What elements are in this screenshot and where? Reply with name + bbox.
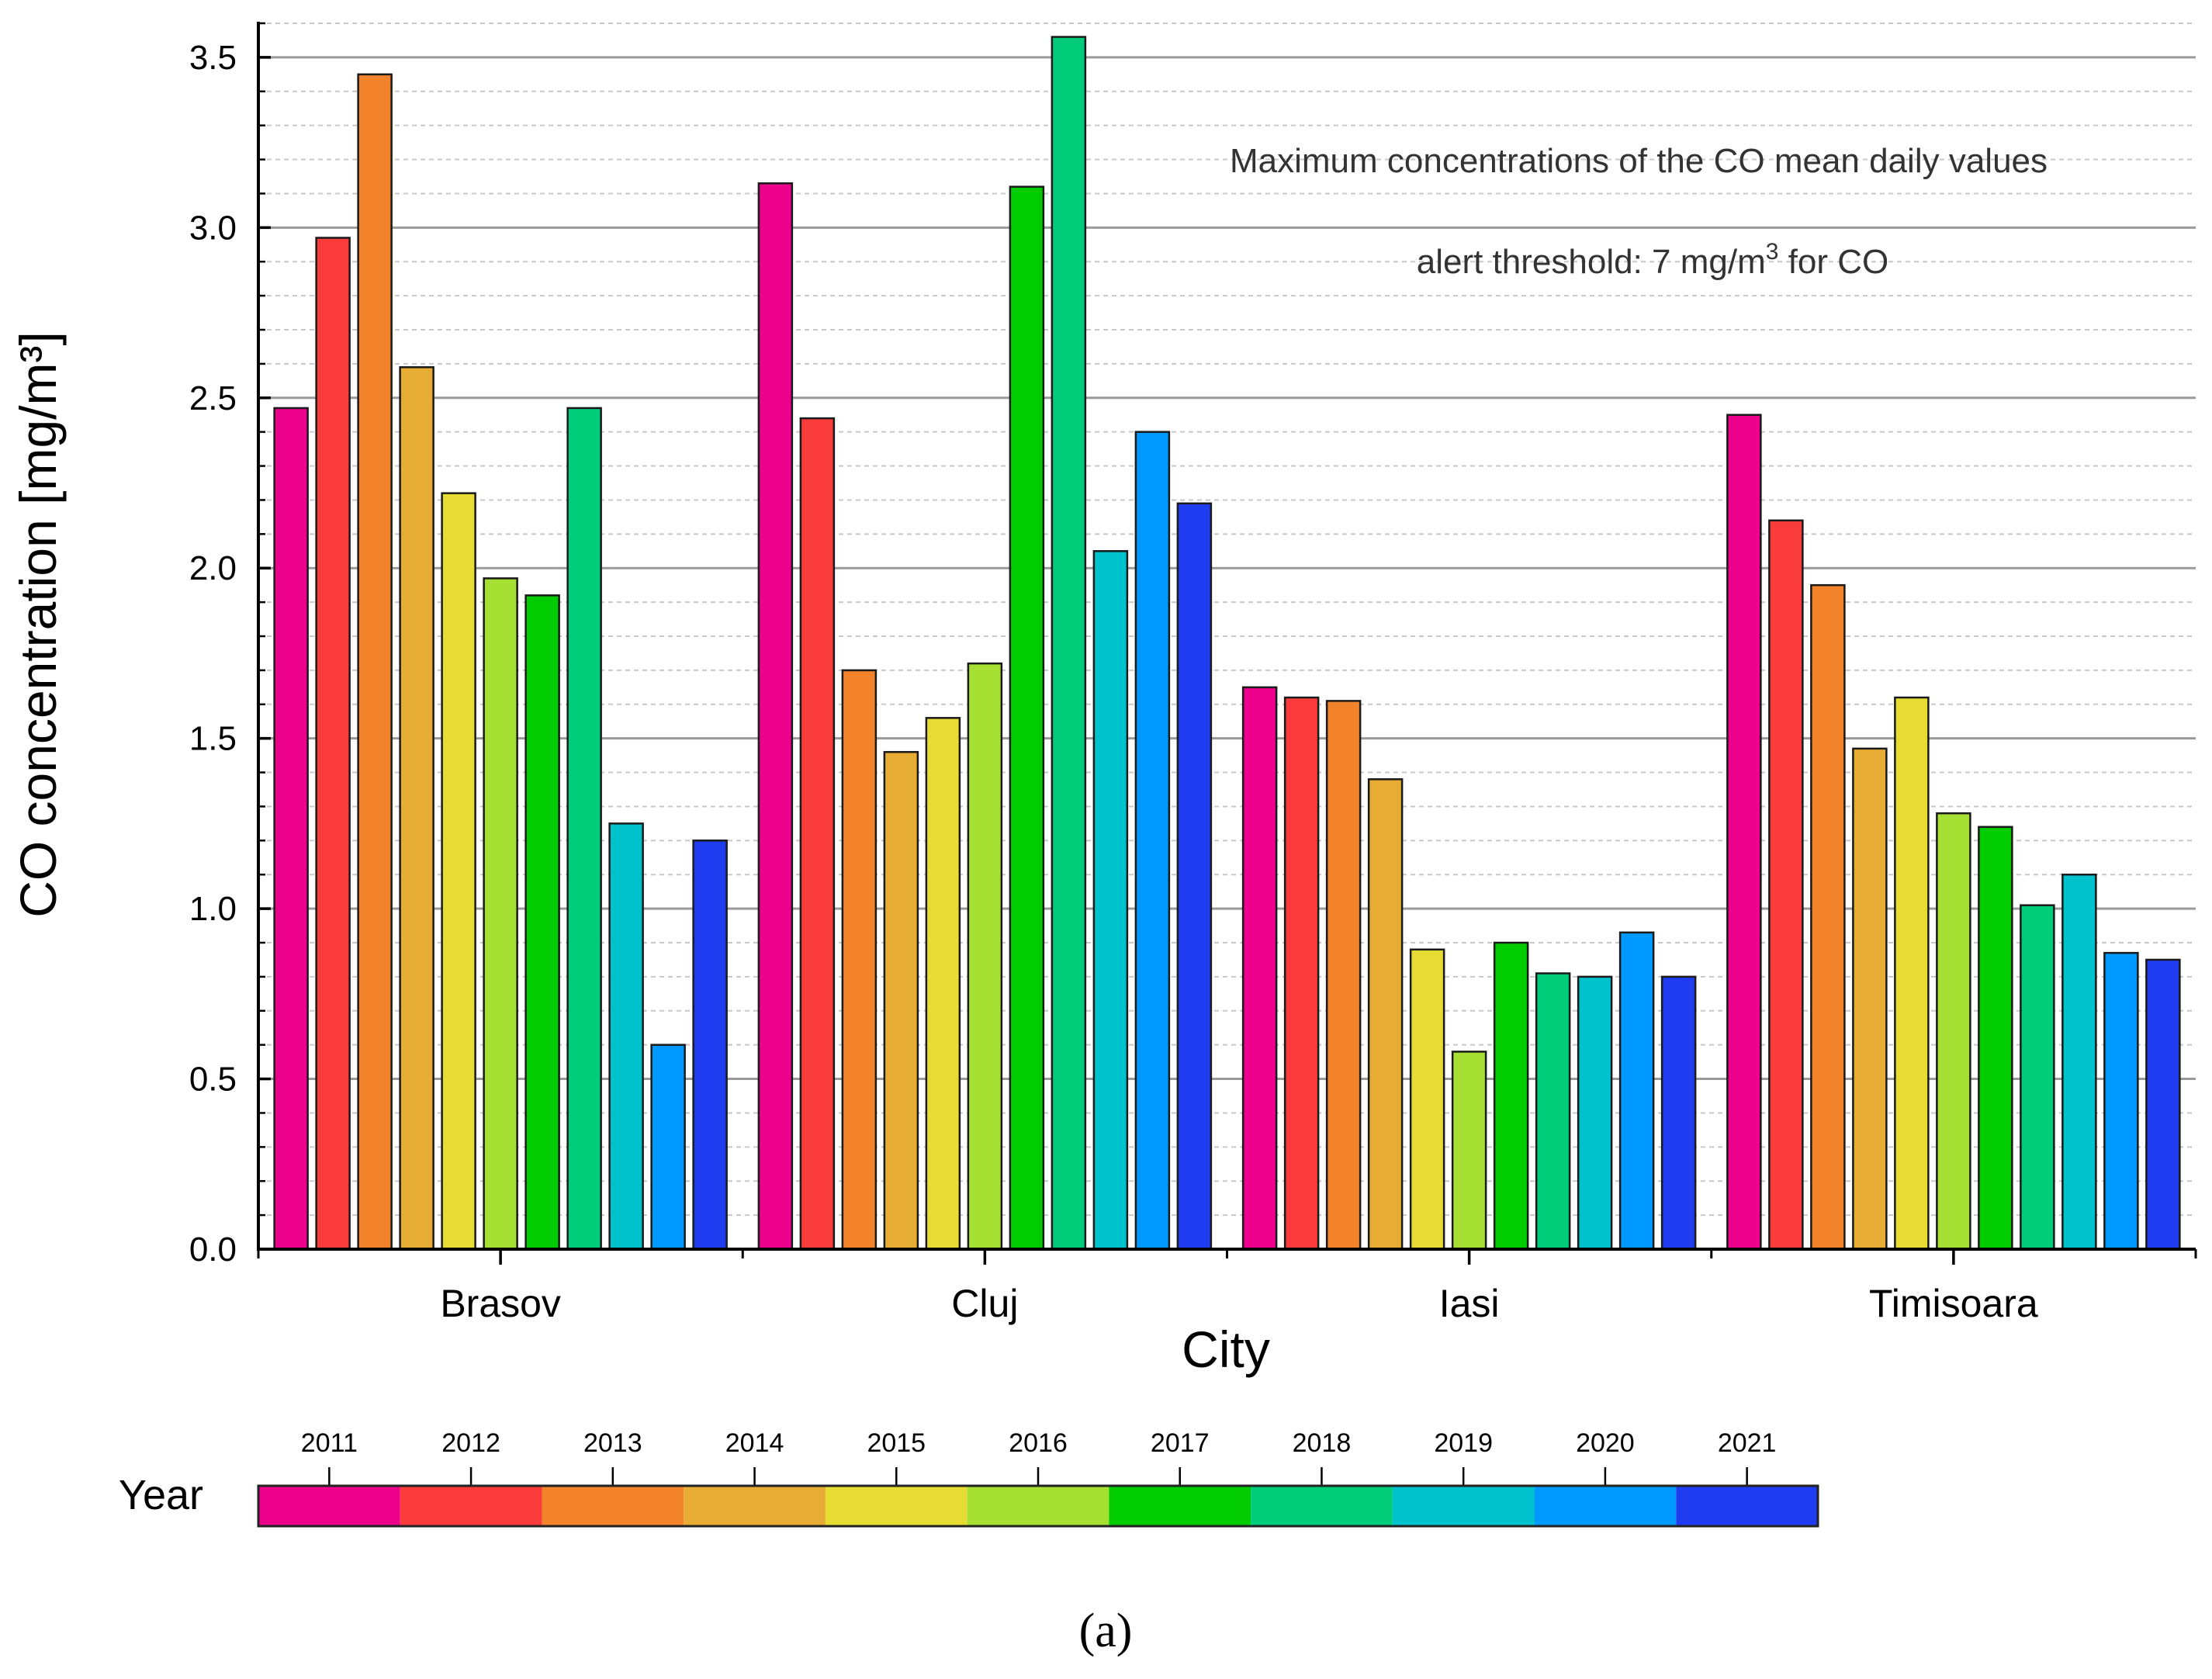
bar-timisoara-2016 — [1936, 812, 1971, 1251]
legend-label-2017: 2017 — [1151, 1428, 1210, 1458]
y-tick-label: 0.0 — [189, 1231, 237, 1269]
bar-cluj-2012 — [799, 417, 836, 1251]
legend-label-2020: 2020 — [1576, 1428, 1635, 1458]
legend-title: Year — [119, 1472, 203, 1518]
y-tick-label: 3.5 — [189, 39, 237, 77]
legend-label-2013: 2013 — [583, 1428, 642, 1458]
figure-caption: (a) — [1079, 1605, 1133, 1657]
legend-swatch-2019 — [1392, 1486, 1535, 1526]
x-axis-label: City — [1182, 1321, 1270, 1378]
bar-cluj-2015 — [925, 717, 961, 1251]
bar-cluj-2021 — [1176, 502, 1213, 1251]
bar-timisoara-2018 — [2020, 904, 2055, 1251]
legend-label-2011: 2011 — [301, 1428, 358, 1458]
bar-brasov-2020 — [650, 1044, 686, 1251]
year-color-legend: 2011 2012 2013 2014 2015 2016 2017 2018 2019 2020… — [257, 1428, 1819, 1528]
bar-iasi-2012 — [1283, 696, 1320, 1251]
legend-swatch-2016 — [967, 1486, 1109, 1526]
annotation-title: Maximum concentrations of the CO mean da… — [1230, 142, 2048, 180]
bar-iasi-2018 — [1535, 972, 1571, 1251]
x-tick-label-cluj: Cluj — [951, 1282, 1018, 1325]
bar-iasi-2011 — [1241, 686, 1278, 1251]
x-tick-label-iasi: Iasi — [1439, 1282, 1500, 1325]
y-tick-label: 3.0 — [189, 209, 237, 247]
legend-swatch-2011 — [258, 1486, 400, 1526]
legend-swatch-2017 — [1109, 1486, 1251, 1526]
bar-cluj-2014 — [883, 750, 919, 1251]
bar-iasi-2017 — [1493, 941, 1529, 1251]
bar-brasov-2016 — [483, 577, 518, 1251]
bar-brasov-2019 — [608, 822, 644, 1251]
bar-cluj-2020 — [1134, 431, 1171, 1251]
y-tick-label: 1.0 — [189, 890, 237, 928]
bar-timisoara-2012 — [1768, 519, 1804, 1251]
legend-swatch-2014 — [684, 1486, 826, 1526]
legend-swatch-2012 — [400, 1486, 542, 1526]
x-tick-label-timisoara: Timisoara — [1869, 1282, 2038, 1325]
legend-swatch-2013 — [542, 1486, 684, 1526]
bar-brasov-2013 — [357, 73, 393, 1251]
legend-label-2021: 2021 — [1718, 1428, 1777, 1458]
legend-swatch-2020 — [1534, 1486, 1677, 1526]
bar-iasi-2021 — [1660, 975, 1697, 1251]
bar-iasi-2020 — [1618, 931, 1655, 1251]
bar-cluj-2013 — [841, 669, 878, 1251]
bar-cluj-2019 — [1092, 550, 1129, 1251]
bar-cluj-2016 — [967, 662, 1003, 1251]
bar-brasov-2021 — [692, 840, 728, 1251]
bar-iasi-2014 — [1367, 778, 1404, 1251]
legend-swatch-2015 — [825, 1486, 968, 1526]
bar-iasi-2013 — [1325, 700, 1362, 1251]
bar-timisoara-2015 — [1894, 696, 1930, 1251]
annotation-threshold-prefix: alert threshold: 7 mg/m — [1417, 243, 1766, 281]
bar-timisoara-2013 — [1810, 583, 1846, 1251]
annotation-threshold-suffix: for CO — [1778, 243, 1888, 281]
axes: 0.0 0.5 1.0 1.5 2.0 2.5 3.0 3.5 Brasov Cluj Iasi Ti… — [189, 22, 2197, 1325]
bar-timisoara-2020 — [2103, 951, 2139, 1251]
y-tick-label: 0.5 — [189, 1061, 237, 1099]
x-tick-label-brasov: Brasov — [440, 1282, 561, 1325]
bars — [273, 36, 2181, 1251]
y-axis-label: CO concentration [mg/m³] — [9, 331, 67, 918]
bar-brasov-2011 — [273, 407, 309, 1251]
y-tick-label: 1.5 — [189, 720, 237, 758]
annotation-threshold-sup: 3 — [1766, 239, 1779, 265]
bar-timisoara-2011 — [1726, 414, 1762, 1251]
annotation-threshold: alert threshold: 7 mg/m3 for CO — [1417, 239, 1888, 281]
bar-brasov-2017 — [524, 594, 560, 1251]
y-tick-label: 2.0 — [189, 549, 237, 587]
y-tick-label: 2.5 — [189, 379, 237, 417]
bar-timisoara-2019 — [2061, 873, 2097, 1251]
bar-iasi-2016 — [1451, 1051, 1487, 1251]
bar-brasov-2012 — [315, 237, 351, 1251]
bar-timisoara-2014 — [1852, 747, 1888, 1251]
bar-timisoara-2021 — [2145, 958, 2181, 1251]
bar-timisoara-2017 — [1978, 826, 2013, 1251]
bar-cluj-2018 — [1051, 36, 1087, 1251]
bar-iasi-2015 — [1409, 948, 1445, 1251]
legend-label-2018: 2018 — [1293, 1428, 1352, 1458]
legend-label-2012: 2012 — [441, 1428, 500, 1458]
legend-border — [257, 1484, 1819, 1528]
bar-iasi-2019 — [1577, 975, 1613, 1251]
bar-cluj-2017 — [1009, 185, 1045, 1251]
bar-brasov-2015 — [441, 492, 476, 1251]
bar-brasov-2014 — [399, 366, 434, 1251]
bar-cluj-2011 — [757, 182, 794, 1251]
legend-swatch-2021 — [1676, 1486, 1818, 1526]
legend-label-2019: 2019 — [1434, 1428, 1493, 1458]
legend-label-2016: 2016 — [1009, 1428, 1068, 1458]
legend-label-2015: 2015 — [867, 1428, 926, 1458]
bar-brasov-2018 — [566, 407, 602, 1251]
legend-label-2014: 2014 — [725, 1428, 784, 1458]
legend-swatch-2018 — [1251, 1486, 1393, 1526]
